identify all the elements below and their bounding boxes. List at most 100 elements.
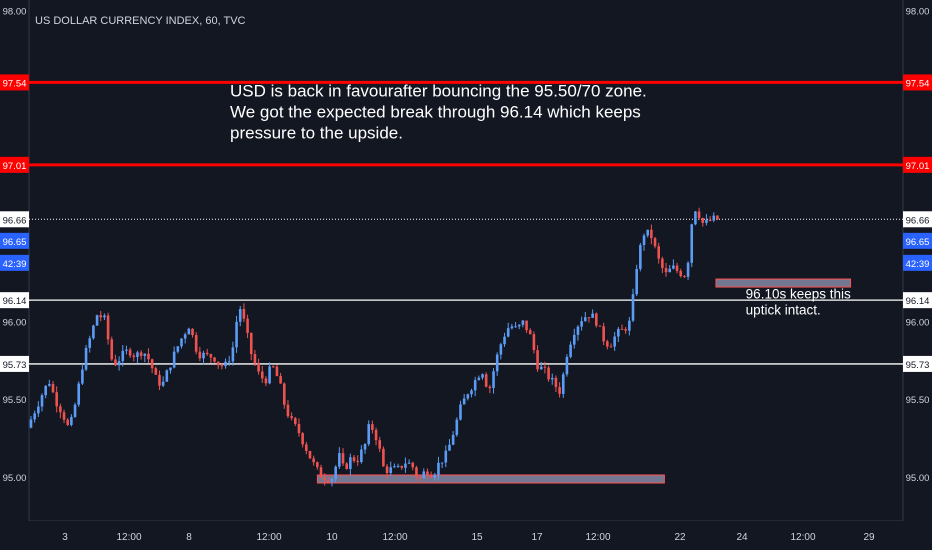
right-current-price: 96.65 bbox=[903, 232, 932, 249]
candle bbox=[147, 348, 150, 363]
candle bbox=[429, 471, 433, 479]
candle bbox=[253, 350, 257, 367]
candle bbox=[352, 455, 356, 463]
candle bbox=[532, 331, 536, 354]
candle bbox=[246, 314, 249, 339]
candle bbox=[561, 372, 565, 398]
candle bbox=[609, 343, 613, 348]
candle bbox=[437, 456, 440, 481]
candle bbox=[679, 268, 683, 278]
candle bbox=[216, 361, 220, 369]
candle bbox=[492, 368, 495, 394]
candle bbox=[231, 341, 235, 366]
x-tick-label: 10 bbox=[326, 532, 338, 543]
candle bbox=[279, 372, 282, 384]
left-y-tick: 95.50 bbox=[3, 395, 27, 406]
horizontal-levels bbox=[29, 80, 903, 365]
candle bbox=[635, 264, 638, 297]
right-level-label-96.66: 96.66 bbox=[903, 211, 932, 228]
candle bbox=[448, 439, 451, 451]
candle bbox=[81, 363, 84, 386]
time-scale[interactable] bbox=[29, 521, 903, 550]
candle bbox=[675, 262, 679, 274]
candle bbox=[29, 415, 33, 429]
candle bbox=[462, 393, 466, 405]
candle bbox=[92, 324, 95, 340]
candle bbox=[187, 327, 191, 335]
candle bbox=[286, 400, 290, 419]
support-zone-2[interactable] bbox=[715, 278, 852, 288]
left-level-label-96.66-text: 96.66 bbox=[3, 215, 27, 226]
candle bbox=[668, 264, 672, 273]
candle bbox=[103, 313, 106, 321]
candle bbox=[227, 355, 231, 366]
candle bbox=[539, 361, 543, 370]
support-zones bbox=[316, 278, 852, 484]
candle bbox=[572, 328, 576, 349]
candle bbox=[106, 312, 110, 345]
candle bbox=[701, 217, 705, 227]
candle bbox=[525, 320, 528, 333]
candle bbox=[242, 303, 246, 323]
candle bbox=[415, 465, 418, 481]
candle bbox=[154, 366, 158, 375]
x-tick-label: 24 bbox=[736, 532, 748, 543]
candle bbox=[128, 347, 132, 358]
annotation-line: We got the expected break through 96.14 … bbox=[230, 102, 641, 121]
candle bbox=[477, 375, 481, 381]
candle bbox=[451, 431, 455, 446]
candle bbox=[327, 476, 330, 484]
candle bbox=[158, 370, 161, 391]
candle bbox=[481, 373, 484, 380]
candle bbox=[205, 348, 209, 356]
candle bbox=[583, 311, 587, 322]
left-level-label-95.73: 95.73 bbox=[0, 355, 29, 372]
candle bbox=[360, 445, 363, 464]
candle bbox=[606, 339, 609, 350]
candle bbox=[143, 353, 147, 363]
candle bbox=[385, 463, 389, 479]
candle bbox=[411, 461, 415, 471]
annotation-line: 96.10s keeps this bbox=[746, 287, 851, 302]
candle bbox=[554, 375, 558, 392]
candle bbox=[338, 447, 341, 470]
candle bbox=[257, 358, 260, 375]
candle bbox=[260, 366, 264, 383]
candle bbox=[121, 345, 125, 367]
candle bbox=[466, 393, 470, 401]
right-level-label-96.14-text: 96.14 bbox=[906, 296, 930, 307]
candle bbox=[650, 224, 653, 245]
candle bbox=[705, 214, 708, 226]
x-tick-label: 12:00 bbox=[382, 532, 407, 543]
candle bbox=[569, 341, 572, 359]
left-countdown-text: 42:39 bbox=[3, 259, 27, 270]
left-level-label-96.66: 96.66 bbox=[0, 211, 29, 228]
annotation-2: 96.10s keeps this uptick intact. bbox=[746, 287, 851, 318]
candle bbox=[235, 315, 238, 353]
candle bbox=[536, 345, 539, 372]
support-zone-1[interactable] bbox=[316, 474, 665, 484]
candle bbox=[44, 385, 47, 399]
candle bbox=[356, 455, 360, 466]
x-tick-label: 12:00 bbox=[790, 532, 815, 543]
annotation-1: USD is back in favourafter bouncing the … bbox=[230, 81, 647, 142]
candle bbox=[319, 464, 323, 478]
left-current-price-text: 96.65 bbox=[3, 237, 27, 248]
candle bbox=[48, 379, 51, 387]
x-tick-label: 15 bbox=[471, 532, 483, 543]
candle bbox=[672, 259, 675, 270]
candle bbox=[426, 468, 429, 479]
candle bbox=[70, 414, 73, 427]
candle bbox=[639, 242, 642, 272]
candle bbox=[132, 353, 136, 362]
candle bbox=[136, 350, 139, 364]
candle bbox=[378, 436, 382, 453]
candle bbox=[169, 367, 172, 374]
right-level-label-95.73-text: 95.73 bbox=[906, 360, 930, 371]
candle bbox=[202, 350, 205, 365]
annotation-line: USD is back in favourafter bouncing the … bbox=[230, 81, 647, 100]
x-tick-label: 3 bbox=[62, 532, 68, 543]
candle bbox=[220, 362, 224, 370]
candle bbox=[624, 327, 627, 334]
